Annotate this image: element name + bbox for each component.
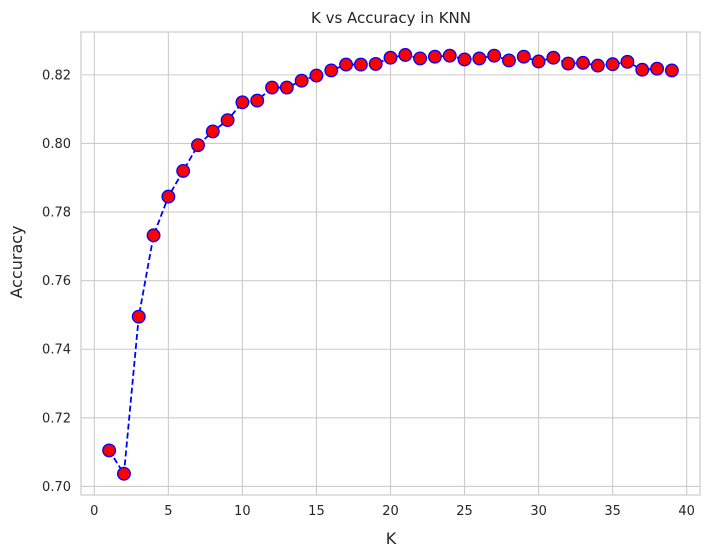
data-point bbox=[161, 189, 176, 204]
data-point bbox=[427, 49, 442, 64]
y-tick-label: 0.78 bbox=[42, 206, 71, 221]
data-point bbox=[279, 80, 294, 95]
x-tick-label: 40 bbox=[678, 504, 695, 519]
data-points bbox=[102, 48, 679, 481]
data-point bbox=[576, 55, 590, 70]
data-point bbox=[398, 48, 413, 62]
data-point bbox=[605, 57, 620, 72]
x-tick-label: 20 bbox=[382, 504, 399, 519]
x-tick-label: 0 bbox=[90, 504, 98, 519]
data-point bbox=[116, 466, 131, 481]
y-tick-label: 0.74 bbox=[42, 343, 71, 358]
y-tick-label: 0.76 bbox=[42, 274, 71, 289]
data-point bbox=[294, 73, 309, 88]
data-point bbox=[620, 54, 635, 69]
data-point bbox=[205, 124, 220, 139]
data-point bbox=[590, 58, 605, 73]
x-tick-label: 5 bbox=[164, 504, 172, 519]
grid bbox=[81, 32, 700, 495]
data-point bbox=[531, 54, 546, 69]
data-point bbox=[442, 48, 457, 63]
axes-frame bbox=[80, 31, 701, 496]
x-axis-label: K bbox=[386, 529, 397, 548]
data-point bbox=[516, 49, 531, 64]
data-point bbox=[487, 48, 502, 63]
data-point bbox=[472, 51, 487, 66]
data-point bbox=[635, 62, 650, 77]
chart-title: K vs Accuracy in KNN bbox=[311, 9, 471, 27]
y-tick-label: 0.70 bbox=[42, 480, 71, 495]
x-tick-label: 30 bbox=[530, 504, 547, 519]
data-point bbox=[353, 57, 368, 72]
data-point bbox=[502, 53, 516, 68]
data-point bbox=[176, 163, 191, 178]
data-point bbox=[265, 80, 279, 95]
data-point bbox=[546, 50, 561, 65]
data-point bbox=[191, 138, 205, 153]
data-point bbox=[146, 228, 161, 243]
data-point bbox=[650, 61, 665, 76]
data-point bbox=[309, 68, 324, 83]
data-point bbox=[339, 57, 354, 72]
y-axis-label: Accuracy bbox=[7, 225, 26, 298]
data-point bbox=[383, 50, 398, 65]
y-tick-label: 0.82 bbox=[42, 68, 71, 83]
data-point bbox=[413, 51, 428, 66]
y-tick-labels: 0.70 0.72 0.74 0.76 0.78 0.80 0.82 bbox=[42, 68, 71, 495]
data-point bbox=[457, 52, 472, 67]
x-tick-label: 15 bbox=[308, 504, 325, 519]
data-point bbox=[561, 56, 576, 71]
data-point bbox=[220, 113, 235, 128]
data-point bbox=[368, 56, 383, 71]
x-tick-labels: 0 5 10 15 20 25 30 35 40 bbox=[90, 504, 695, 519]
y-tick-label: 0.72 bbox=[42, 411, 71, 426]
data-point bbox=[324, 63, 339, 78]
data-point bbox=[235, 95, 250, 110]
data-point bbox=[664, 63, 679, 78]
data-point bbox=[102, 443, 117, 458]
data-point bbox=[250, 93, 265, 108]
y-tick-label: 0.80 bbox=[42, 137, 71, 152]
x-tick-label: 10 bbox=[234, 504, 251, 519]
x-tick-label: 25 bbox=[456, 504, 473, 519]
x-tick-label: 35 bbox=[604, 504, 621, 519]
data-point bbox=[131, 309, 146, 324]
plot-frame bbox=[80, 31, 701, 496]
